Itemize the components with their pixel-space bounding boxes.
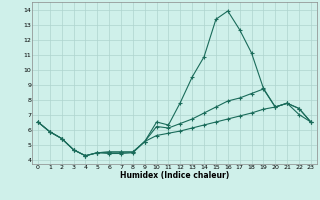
X-axis label: Humidex (Indice chaleur): Humidex (Indice chaleur) (120, 171, 229, 180)
